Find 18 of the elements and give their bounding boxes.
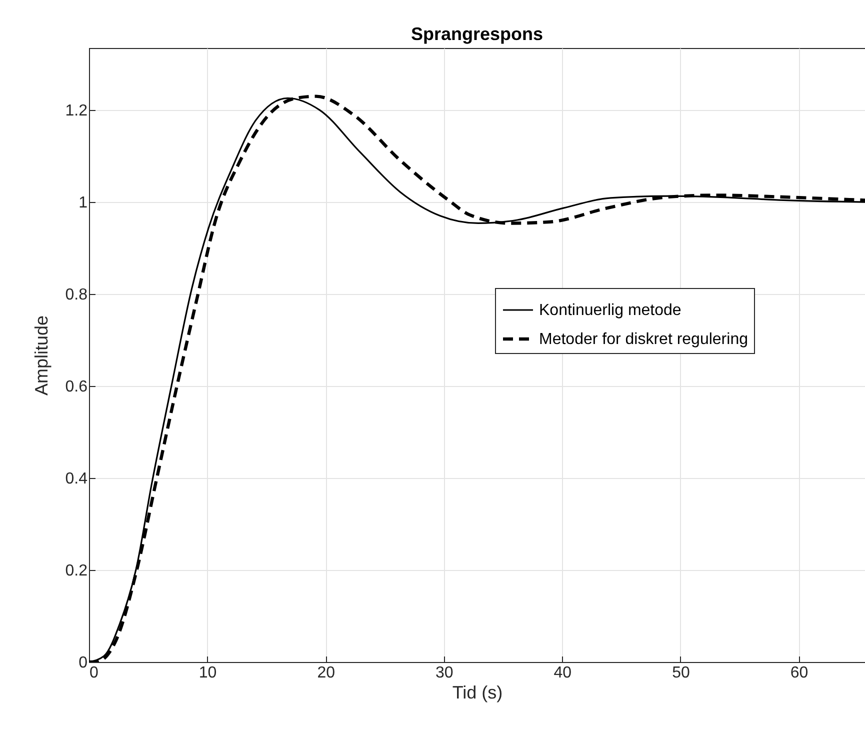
x-tick-label: 20	[317, 664, 336, 682]
chart-title: Sprangrespons	[410, 24, 544, 44]
y-tick-label: 0.6	[65, 378, 88, 396]
y-tick-label: 0.2	[65, 562, 88, 580]
x-tick-label: 60	[790, 664, 808, 682]
y-tick-label: 0.4	[65, 470, 88, 488]
legend-label: Kontinuerlig metode	[539, 302, 682, 319]
x-tick-label: 50	[672, 664, 690, 682]
y-axis-title: Amplitude	[31, 315, 52, 396]
y-tick-label: 0.8	[65, 286, 88, 304]
legend-label: Metoder for diskret regulering	[539, 331, 748, 348]
x-axis-title: Tid (s)	[452, 682, 503, 702]
y-tick-label: 1.2	[65, 102, 88, 120]
x-tick-label: 30	[435, 664, 454, 682]
x-tick-label: 10	[198, 664, 217, 682]
y-tick-label: 1	[78, 194, 88, 212]
x-tick-label: 0	[90, 664, 98, 682]
x-tick-label: 40	[554, 664, 572, 682]
